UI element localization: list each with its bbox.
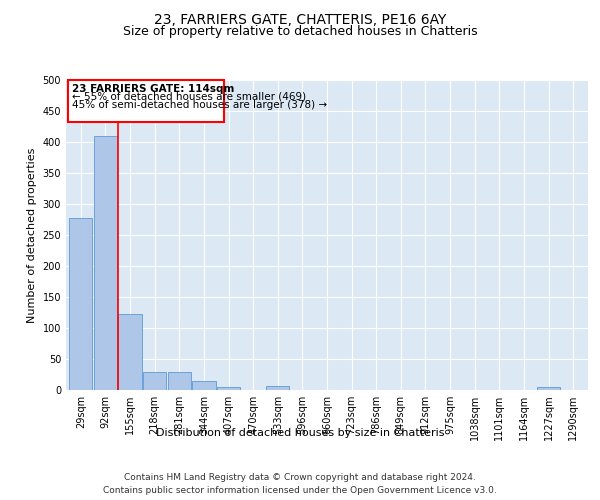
Bar: [69, 218, 92, 390]
Text: ← 55% of detached houses are smaller (469): ← 55% of detached houses are smaller (46…: [72, 92, 306, 102]
Bar: [68, 80, 224, 122]
Bar: [217, 387, 240, 390]
Text: 23 FARRIERS GATE: 114sqm: 23 FARRIERS GATE: 114sqm: [72, 84, 235, 94]
Text: Distribution of detached houses by size in Chatteris: Distribution of detached houses by size …: [156, 428, 444, 438]
Bar: [537, 387, 560, 390]
Y-axis label: Number of detached properties: Number of detached properties: [27, 148, 37, 322]
Text: Size of property relative to detached houses in Chatteris: Size of property relative to detached ho…: [122, 25, 478, 38]
Bar: [143, 372, 166, 390]
Bar: [167, 372, 191, 390]
Bar: [192, 380, 215, 390]
Text: 45% of semi-detached houses are larger (378) →: 45% of semi-detached houses are larger (…: [72, 100, 327, 110]
Bar: [94, 136, 117, 390]
Bar: [118, 314, 142, 390]
Bar: [266, 386, 289, 390]
Text: Contains HM Land Registry data © Crown copyright and database right 2024.
Contai: Contains HM Land Registry data © Crown c…: [103, 474, 497, 495]
Text: 23, FARRIERS GATE, CHATTERIS, PE16 6AY: 23, FARRIERS GATE, CHATTERIS, PE16 6AY: [154, 12, 446, 26]
